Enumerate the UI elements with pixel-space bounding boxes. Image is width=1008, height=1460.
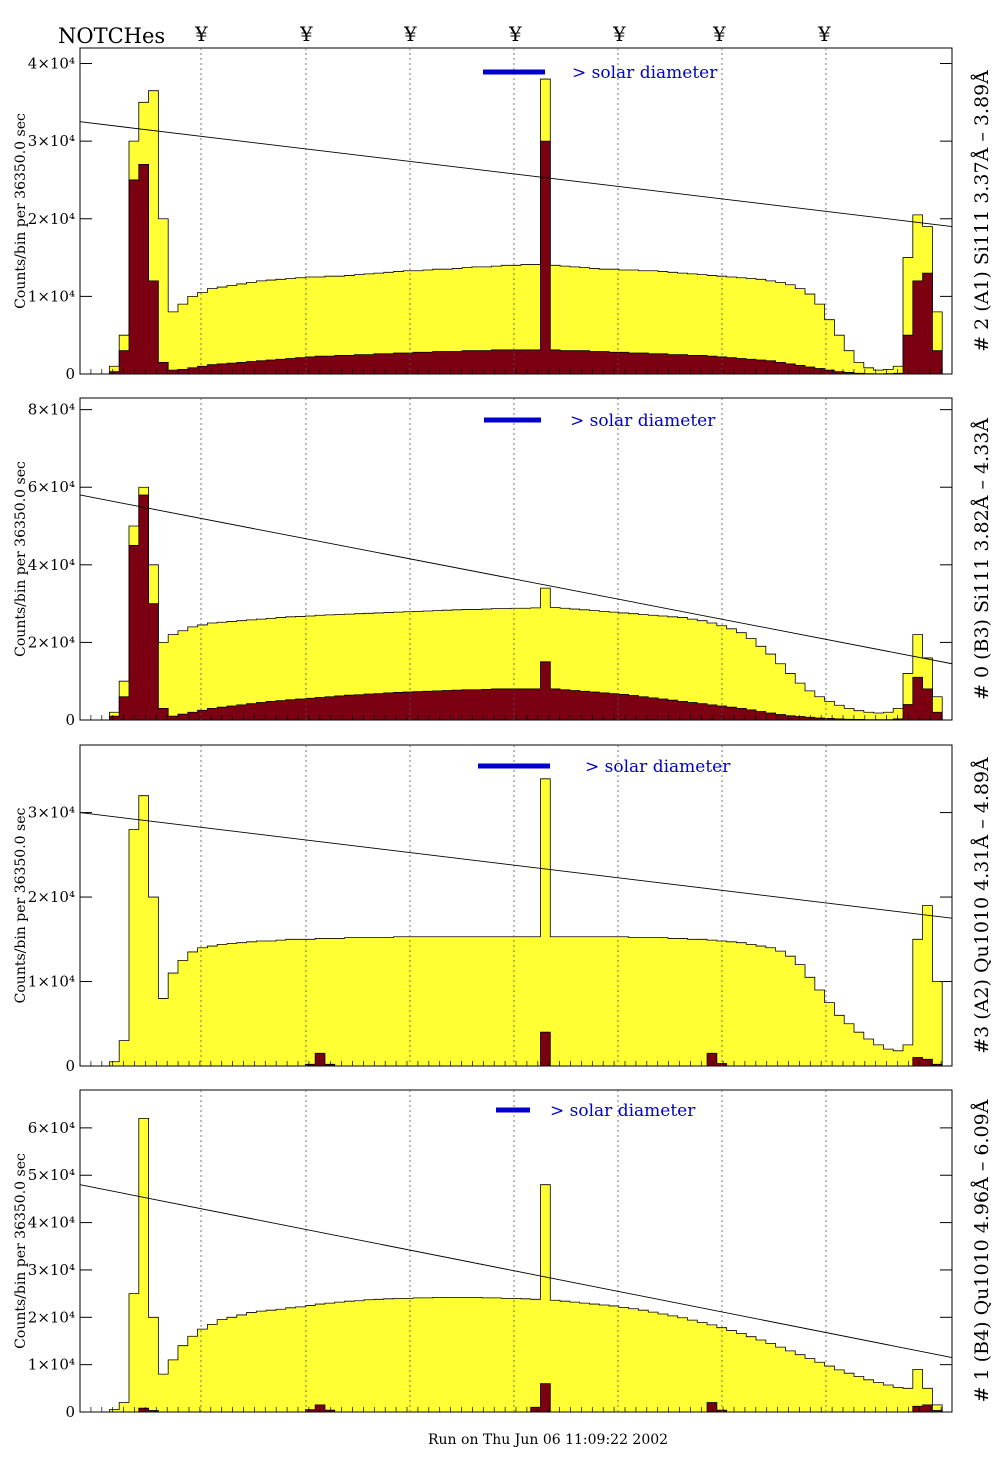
notch-mark: ¥ [818, 22, 831, 46]
panel-title: # 2 (A1) Si111 3.37Å – 3.89Å [971, 70, 993, 352]
y-tick-label: 0 [65, 365, 75, 383]
notch-mark: ¥ [404, 22, 417, 46]
y-tick-label: 1×10⁴ [28, 973, 75, 991]
histogram-series-0 [80, 78, 952, 375]
notch-mark: ¥ [613, 22, 626, 46]
trend-line [79, 121, 953, 227]
histogram-series-0 [80, 778, 952, 1067]
legend-label: > solar diameter [572, 63, 718, 83]
y-tick-label: 4×10⁴ [28, 556, 75, 574]
y-tick-label: 4×10⁴ [28, 55, 75, 73]
y-tick-label: 2×10⁴ [28, 888, 75, 906]
legend-label: > solar diameter [550, 1101, 696, 1121]
chart-panel-2: 0 1×10⁴ 2×10⁴ 3×10⁴ > solar diameter Counts/b… [13, 744, 993, 1075]
histogram-series-1 [80, 1031, 952, 1067]
y-tick-label: 6×10⁴ [28, 478, 75, 496]
panel-title: #3 (A2) Qu1010 4.31Å – 4.89Å [971, 757, 993, 1054]
y-tick-label: 1×10⁴ [28, 287, 75, 305]
y-tick-label: 0 [65, 711, 75, 729]
histogram-series-1 [80, 140, 952, 375]
notch-mark: ¥ [713, 22, 726, 46]
run-timestamp: Run on Thu Jun 06 11:09:22 2002 [428, 1432, 669, 1448]
y-axis-label: Counts/bin per 36350.0 sec [13, 1153, 29, 1349]
y-tick-label: 0 [65, 1057, 75, 1075]
y-tick-label: 3×10⁴ [28, 1261, 75, 1279]
legend-label: > solar diameter [570, 411, 716, 431]
chart-panel-3: 0 1×10⁴ 2×10⁴ 3×10⁴ 4×10⁴ 5×10⁴ 6×10⁴ > solar d… [13, 1089, 993, 1421]
y-axis-label: Counts/bin per 36350.0 sec [13, 461, 29, 657]
y-tick-label: 4×10⁴ [28, 1214, 75, 1232]
notches-label: NOTCHes [58, 24, 166, 48]
panel-title: # 1 (B4) Qu1010 4.96Å – 6.09Å [971, 1099, 993, 1402]
trend-line [79, 812, 953, 919]
y-tick-label: 3×10⁴ [28, 804, 75, 822]
y-tick-label: 2×10⁴ [28, 633, 75, 651]
y-axis-label: Counts/bin per 36350.0 sec [13, 808, 29, 1004]
y-axis-label: Counts/bin per 36350.0 sec [13, 113, 29, 309]
y-tick-label: 6×10⁴ [28, 1119, 75, 1137]
y-tick-label: 8×10⁴ [28, 401, 75, 419]
y-tick-label: 1×10⁴ [28, 1356, 75, 1374]
chart-panel-1: 0 2×10⁴ 4×10⁴ 6×10⁴ 8×10⁴ > solar diameter Cou… [13, 397, 993, 729]
y-tick-label: 3×10⁴ [28, 132, 75, 150]
histogram-series-0 [80, 1118, 952, 1413]
chart-panel-0: 0 1×10⁴ 2×10⁴ 3×10⁴ 4×10⁴ > solar diameter Cou… [13, 47, 993, 383]
notch-mark: ¥ [300, 22, 313, 46]
panel-title: # 0 (B3) Si111 3.82Å – 4.33Å [971, 418, 993, 700]
histogram-series-0 [80, 486, 952, 721]
notch-mark: ¥ [509, 22, 522, 46]
trend-line [79, 494, 953, 665]
y-tick-label: 2×10⁴ [28, 210, 75, 228]
legend-label: > solar diameter [585, 757, 731, 777]
notch-mark: ¥ [195, 22, 208, 46]
y-tick-label: 2×10⁴ [28, 1308, 75, 1326]
trend-line [79, 1184, 953, 1358]
panels: 0 1×10⁴ 2×10⁴ 3×10⁴ 4×10⁴ > solar diameter Cou… [13, 47, 993, 1421]
y-tick-label: 5×10⁴ [28, 1166, 75, 1184]
histogram-series-1 [80, 494, 952, 721]
y-tick-label: 0 [65, 1403, 75, 1421]
notch-marks-row: ¥ ¥ ¥ ¥ ¥ ¥ ¥ [0, 22, 1008, 48]
